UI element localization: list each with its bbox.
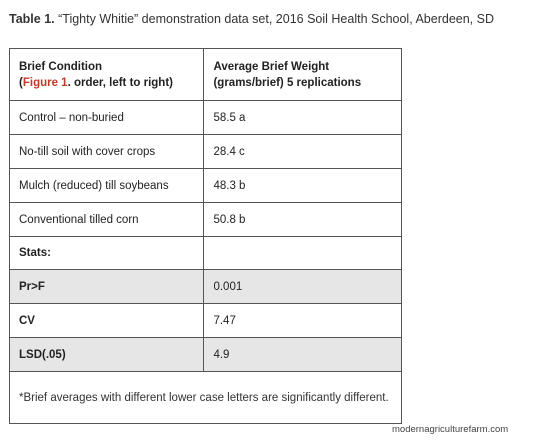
weight-cell: 28.4 c xyxy=(203,134,402,169)
header-brief-condition: Brief Condition (Figure 1. order, left t… xyxy=(8,48,205,101)
condition-cell: Mulch (reduced) till soybeans xyxy=(8,168,205,203)
header-order-text: . order, left to right) xyxy=(67,76,173,89)
stat-name-cell: CV xyxy=(8,303,205,338)
weight-cell: 58.5 a xyxy=(203,100,402,135)
header-average-weight-subtitle: (grams/brief) 5 replications xyxy=(213,76,362,89)
table-row: Control – non-buried 58.5 a xyxy=(8,100,402,135)
header-average-weight-title: Average Brief Weight xyxy=(213,60,330,73)
stats-row: Pr>F 0.001 xyxy=(8,269,402,304)
table-row: Conventional tilled corn 50.8 b xyxy=(8,202,402,237)
footnote-row: *Brief averages with different lower cas… xyxy=(9,371,402,424)
table-row: Mulch (reduced) till soybeans 48.3 b xyxy=(8,168,402,203)
stat-value-cell: 0.001 xyxy=(203,269,402,304)
stat-name-cell: LSD(.05) xyxy=(8,337,205,372)
condition-cell: Control – non-buried xyxy=(8,100,205,135)
stats-empty-cell xyxy=(203,236,402,270)
stat-name-cell: Pr>F xyxy=(8,269,205,304)
brief-weight-table: Brief Condition (Figure 1. order, left t… xyxy=(8,48,402,424)
header-brief-condition-title: Brief Condition xyxy=(19,60,103,73)
table-header-row: Brief Condition (Figure 1. order, left t… xyxy=(8,48,402,101)
condition-cell: No-till soil with cover crops xyxy=(8,134,205,169)
stats-row: CV 7.47 xyxy=(8,303,402,338)
stats-label: Stats: xyxy=(8,236,205,270)
table-row: No-till soil with cover crops 28.4 c xyxy=(8,134,402,169)
site-watermark: modernagriculturefarm.com xyxy=(392,424,509,435)
header-average-weight: Average Brief Weight (grams/brief) 5 rep… xyxy=(203,48,402,101)
header-brief-condition-subtitle: (Figure 1. order, left to right) xyxy=(19,75,194,91)
table-caption-text: “Tighty Whitie” demonstration data set, … xyxy=(58,12,494,26)
figure-1-reference: Figure 1 xyxy=(22,76,68,89)
weight-cell: 48.3 b xyxy=(203,168,402,203)
header-paren-open: ( xyxy=(19,76,23,89)
stats-row: LSD(.05) 4.9 xyxy=(8,337,402,372)
weight-cell: 50.8 b xyxy=(203,202,402,237)
stats-header-row: Stats: xyxy=(8,236,402,270)
stat-value-cell: 7.47 xyxy=(203,303,402,338)
stat-value-cell: 4.9 xyxy=(203,337,402,372)
condition-cell: Conventional tilled corn xyxy=(8,202,205,237)
table-caption-label: Table 1. xyxy=(9,12,55,26)
footnote-cell: *Brief averages with different lower cas… xyxy=(9,371,402,424)
table-caption: Table 1. “Tighty Whitie” demonstration d… xyxy=(9,10,554,28)
